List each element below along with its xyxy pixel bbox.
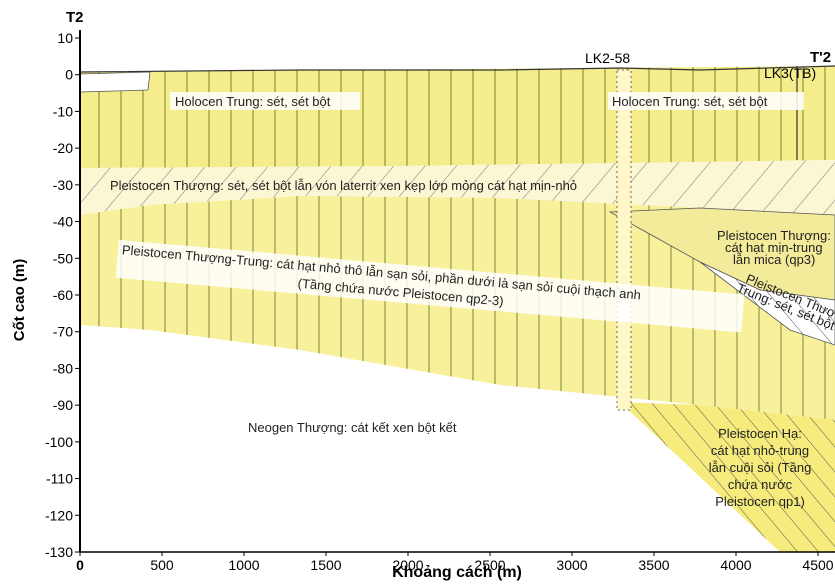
x-tick-label: 4000 [720, 557, 751, 573]
y-tick-label: -40 [53, 214, 73, 230]
layer-label: chứa nước [728, 477, 793, 492]
x-tick-label: 3000 [556, 557, 587, 573]
x-tick-label: 2500 [474, 557, 505, 573]
y-tick-label: -50 [53, 250, 73, 266]
y-tick-label: -80 [53, 360, 73, 376]
y-tick-label: -20 [53, 140, 73, 156]
y-tick-label: -30 [53, 177, 73, 193]
qp1-label: Pleistocen Hạ: cát hạt nhỏ-trung lẫn cuộ… [709, 426, 812, 509]
layer-label: lẫn mica (qp3) [733, 252, 815, 267]
layer-label: Pleistocen qp1) [715, 494, 805, 509]
y-tick-label: -130 [45, 544, 73, 560]
holocen-layer [80, 66, 835, 168]
x-tick-label: 3500 [638, 557, 669, 573]
y-tick-label: -110 [46, 471, 73, 487]
borehole-label: LK3(TB) [764, 65, 816, 81]
x-tick-label: 500 [150, 557, 174, 573]
y-tick-label: -10 [53, 103, 73, 119]
layer-label: Neogen Thượng: cát kết xen bột kết [248, 420, 457, 435]
y-tick-label: 10 [57, 30, 73, 46]
layer-label: Holocen Trung: sét, sét bột [612, 94, 768, 109]
y-tick-label: -100 [45, 434, 73, 450]
x-tick-label: 1500 [310, 557, 341, 573]
white-pocket [80, 72, 150, 92]
layer-label: lẫn cuội sỏi (Tầng [709, 460, 812, 475]
x-tick-label: 0 [76, 557, 84, 573]
y-tick-label: -70 [53, 324, 73, 340]
layer-label: Pleistocen Thượng: sét, sét bột lẫn vón … [110, 178, 577, 193]
layer-label: Holocen Trung: sét, sét bột [175, 94, 331, 109]
title-right: T'2 [810, 49, 831, 66]
y-tick-label: -90 [53, 397, 73, 413]
x-tick-label: 2000 [392, 557, 423, 573]
borehole [617, 70, 631, 410]
y-tick-label: -60 [53, 287, 73, 303]
y-axis-label: Cốt cao (m) [11, 259, 28, 342]
borehole-label: LK2-58 [585, 50, 630, 66]
y-tick-label: 0 [65, 67, 73, 83]
title-left: T2 [66, 9, 84, 26]
cross-section: T2 T'2 LK2-58 LK3(TB) Holocen Trung: sét… [0, 0, 835, 582]
layer-label: Pleistocen Hạ: [718, 426, 802, 441]
y-tick-label: -120 [45, 507, 73, 523]
x-tick-label: 4500 [802, 557, 833, 573]
x-tick-label: 1000 [228, 557, 259, 573]
layer-label: cát hạt nhỏ-trung [711, 443, 809, 458]
